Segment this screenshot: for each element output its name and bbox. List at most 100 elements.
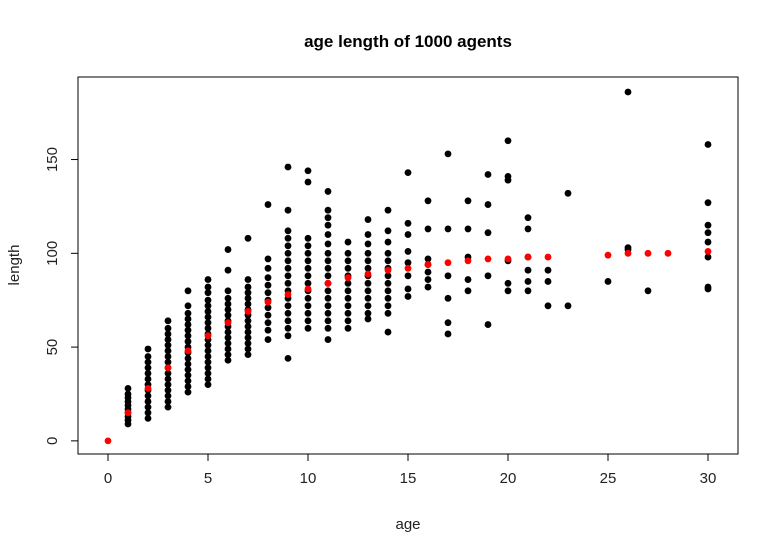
- agent-point: [364, 287, 372, 295]
- agent-point: [164, 375, 172, 383]
- agent-point: [524, 214, 532, 222]
- agent-point: [244, 328, 252, 336]
- agent-point: [284, 163, 292, 171]
- agent-point: [444, 330, 452, 338]
- agent-point: [284, 309, 292, 317]
- agent-point: [624, 88, 632, 96]
- agent-point: [224, 306, 232, 313]
- agent-point: [444, 225, 452, 233]
- agent-point: [264, 311, 272, 319]
- agent-point: [244, 323, 252, 330]
- agent-point: [384, 294, 392, 302]
- mean-point: [484, 255, 492, 263]
- agent-point: [224, 339, 232, 347]
- agent-point: [544, 278, 552, 285]
- agent-point: [224, 356, 232, 364]
- agent-point: [264, 274, 272, 282]
- agent-point: [424, 276, 432, 283]
- agent-point: [384, 279, 392, 287]
- agent-point: [144, 392, 152, 400]
- x-tick-label: 15: [400, 470, 417, 487]
- agent-point: [364, 257, 372, 265]
- agent-point: [524, 225, 532, 233]
- agent-point: [324, 336, 332, 343]
- mean-point: [324, 279, 332, 287]
- agent-point: [244, 317, 252, 325]
- agent-point: [704, 283, 712, 291]
- agent-point: [144, 369, 152, 377]
- y-tick-label: 100: [44, 241, 61, 266]
- mean-point: [164, 364, 172, 372]
- agent-point: [124, 384, 132, 392]
- x-tick-label: 20: [500, 470, 517, 487]
- agent-point: [364, 240, 372, 248]
- y-axis-label: length: [6, 245, 23, 286]
- agent-point: [504, 279, 512, 287]
- agent-point: [204, 319, 212, 327]
- agent-point: [504, 173, 512, 180]
- agent-point: [304, 279, 312, 287]
- agent-point: [264, 201, 272, 208]
- agent-point: [144, 345, 152, 353]
- x-axis: 0 5 10 15 20 25 30: [104, 453, 716, 487]
- agent-point: [224, 345, 232, 353]
- agent-point: [124, 390, 132, 398]
- agent-point: [184, 371, 192, 379]
- agent-point: [144, 409, 152, 417]
- agent-point: [204, 375, 212, 383]
- agent-point: [204, 324, 212, 332]
- agent-point: [424, 225, 432, 233]
- agent-point: [564, 189, 572, 197]
- agent-point: [204, 364, 212, 372]
- agent-point: [404, 219, 412, 227]
- agent-point: [384, 328, 392, 336]
- agent-point: [344, 302, 352, 310]
- mean-point: [664, 249, 672, 257]
- agent-point: [264, 255, 272, 263]
- agent-point: [184, 377, 192, 385]
- agent-point: [524, 287, 532, 295]
- agent-point: [264, 304, 272, 312]
- agent-point: [344, 238, 352, 246]
- agent-point: [384, 227, 392, 235]
- mean-point: [364, 270, 372, 278]
- agent-point: [204, 313, 212, 321]
- agent-point: [444, 150, 452, 158]
- agent-point: [244, 300, 252, 308]
- agent-point: [504, 287, 512, 295]
- agent-point: [284, 317, 292, 325]
- agent-point: [704, 199, 712, 207]
- mean-point: [384, 266, 392, 274]
- agent-point: [244, 294, 252, 302]
- agent-point: [184, 383, 192, 390]
- agent-point: [144, 358, 152, 366]
- mean-point: [544, 253, 552, 261]
- x-axis-label: age: [395, 516, 420, 533]
- agent-point: [224, 266, 232, 274]
- agent-point: [184, 302, 192, 310]
- agent-point: [544, 266, 552, 274]
- agent-point: [244, 289, 252, 297]
- agent-point: [204, 381, 212, 389]
- agent-point: [404, 248, 412, 255]
- agent-point: [164, 398, 172, 405]
- agent-point: [404, 293, 412, 300]
- agent-point: [384, 206, 392, 214]
- agent-point: [484, 229, 492, 237]
- agent-point: [324, 257, 332, 265]
- agent-point: [404, 285, 412, 293]
- agent-point: [144, 403, 152, 411]
- agent-point: [304, 242, 312, 250]
- agent-point: [344, 309, 352, 317]
- agent-point: [184, 326, 192, 334]
- agent-point: [564, 302, 572, 310]
- agent-point: [364, 279, 372, 287]
- agent-point: [184, 366, 192, 373]
- agent-point: [144, 364, 152, 372]
- agent-point: [344, 264, 352, 272]
- mean-point: [124, 409, 132, 417]
- agent-point: [264, 289, 272, 297]
- agent-point: [264, 319, 272, 327]
- agent-point: [284, 279, 292, 287]
- agent-point: [204, 283, 212, 291]
